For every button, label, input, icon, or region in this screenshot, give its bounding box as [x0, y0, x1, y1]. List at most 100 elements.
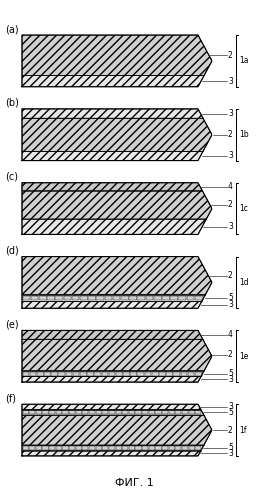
Polygon shape	[22, 35, 212, 75]
Bar	[116, 446, 122, 450]
Bar	[135, 411, 142, 414]
Bar	[42, 411, 49, 414]
Bar	[142, 411, 148, 414]
Bar	[80, 372, 87, 376]
Bar	[105, 295, 112, 300]
Bar	[137, 372, 144, 376]
Text: (f): (f)	[5, 393, 16, 403]
Bar	[44, 372, 51, 376]
Text: 3: 3	[228, 152, 233, 161]
Bar	[113, 295, 121, 300]
Bar	[159, 372, 166, 376]
Bar	[162, 446, 168, 450]
Text: 2: 2	[228, 51, 233, 60]
Text: (c): (c)	[5, 172, 18, 182]
Text: (a): (a)	[5, 24, 18, 34]
Bar	[23, 446, 29, 450]
Bar	[116, 372, 122, 376]
Bar	[102, 446, 108, 450]
Bar	[195, 372, 202, 376]
Bar	[123, 372, 130, 376]
Bar	[69, 446, 75, 450]
Bar	[36, 411, 42, 414]
Bar	[88, 295, 96, 300]
Polygon shape	[22, 151, 203, 161]
Bar	[155, 446, 162, 450]
Bar	[72, 295, 79, 300]
Polygon shape	[22, 191, 212, 219]
Text: 2: 2	[228, 200, 233, 209]
Polygon shape	[22, 294, 205, 301]
Bar	[178, 295, 186, 300]
Polygon shape	[22, 109, 203, 118]
Bar	[42, 446, 49, 450]
Polygon shape	[22, 415, 211, 445]
Bar	[58, 372, 65, 376]
Polygon shape	[22, 301, 202, 308]
Bar	[80, 295, 88, 300]
Polygon shape	[22, 183, 202, 191]
Text: 2: 2	[228, 426, 233, 435]
Bar	[62, 446, 69, 450]
Bar	[94, 372, 101, 376]
Bar	[181, 372, 187, 376]
Polygon shape	[22, 256, 212, 294]
Bar	[39, 295, 47, 300]
Bar	[29, 446, 35, 450]
Bar	[175, 446, 181, 450]
Bar	[189, 411, 195, 414]
Bar	[135, 446, 142, 450]
Bar	[49, 411, 55, 414]
Bar	[96, 411, 102, 414]
Bar	[49, 446, 55, 450]
Bar	[23, 411, 29, 414]
Bar	[47, 295, 55, 300]
Text: 2: 2	[228, 350, 233, 359]
Text: 2: 2	[228, 271, 233, 280]
Bar	[170, 295, 178, 300]
Bar	[89, 411, 95, 414]
Bar	[145, 372, 151, 376]
Bar	[64, 295, 71, 300]
Bar	[162, 411, 168, 414]
Bar	[121, 295, 129, 300]
Bar	[155, 411, 162, 414]
Bar	[109, 411, 115, 414]
Bar	[23, 372, 29, 376]
Text: 5: 5	[228, 408, 233, 417]
Bar	[69, 411, 75, 414]
Bar	[146, 295, 153, 300]
Bar	[182, 411, 188, 414]
Bar	[109, 372, 116, 376]
Bar	[109, 446, 115, 450]
Bar	[175, 411, 181, 414]
Bar	[76, 411, 82, 414]
Polygon shape	[22, 371, 204, 376]
Polygon shape	[22, 339, 212, 371]
Text: 1d: 1d	[239, 278, 249, 287]
Bar	[89, 446, 95, 450]
Bar	[166, 372, 173, 376]
Bar	[29, 411, 35, 414]
Bar	[73, 372, 80, 376]
Polygon shape	[22, 376, 201, 382]
Bar	[56, 411, 62, 414]
Polygon shape	[22, 410, 204, 415]
Text: 5: 5	[228, 443, 233, 452]
Bar	[149, 411, 155, 414]
Bar	[36, 446, 42, 450]
Bar	[62, 411, 69, 414]
Bar	[149, 446, 155, 450]
Text: 4: 4	[228, 330, 233, 339]
Text: 5: 5	[228, 293, 233, 302]
Bar	[195, 411, 201, 414]
Polygon shape	[22, 219, 206, 235]
Text: 3: 3	[228, 375, 233, 384]
Bar	[102, 411, 108, 414]
Bar	[154, 295, 162, 300]
Bar	[82, 411, 88, 414]
Text: 4: 4	[228, 182, 233, 191]
Bar	[173, 372, 180, 376]
Polygon shape	[22, 445, 204, 451]
Bar	[189, 446, 195, 450]
